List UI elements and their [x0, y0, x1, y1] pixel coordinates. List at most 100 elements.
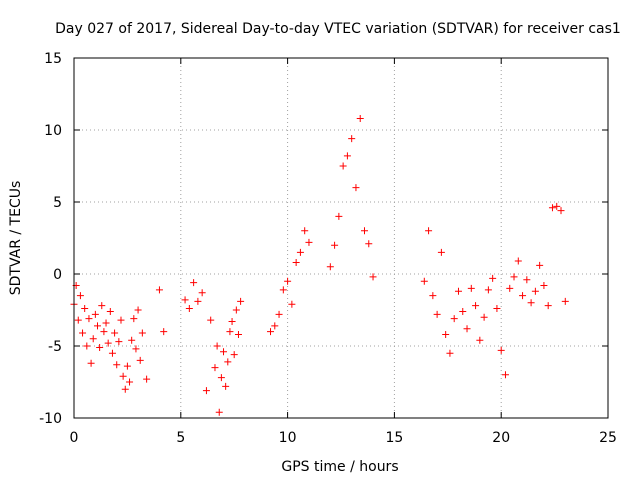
data-point	[194, 297, 202, 305]
data-point	[160, 328, 168, 336]
y-axis-label: SDTVAR / TECUs	[8, 181, 24, 296]
data-point	[207, 316, 215, 324]
data-point	[519, 292, 527, 300]
data-point	[446, 349, 454, 357]
data-point	[476, 336, 484, 344]
data-point	[104, 339, 112, 347]
data-point	[96, 343, 104, 351]
data-point	[429, 292, 437, 300]
data-point	[185, 305, 193, 313]
data-point	[113, 361, 121, 369]
y-tick-label: -5	[48, 339, 62, 355]
x-axis-label: GPS time / hours	[281, 459, 398, 475]
data-point	[433, 310, 441, 318]
data-point	[134, 306, 142, 314]
data-point	[91, 310, 99, 318]
data-point	[83, 342, 91, 350]
data-point	[472, 302, 480, 310]
data-point	[348, 135, 356, 143]
data-point	[111, 329, 119, 337]
data-point	[220, 348, 228, 356]
data-point	[126, 378, 134, 386]
data-point	[540, 282, 548, 290]
axis-ticks: 0 5 10 15 20 25 -10 -5 0 5 10 15	[39, 51, 617, 446]
data-point	[224, 358, 232, 366]
data-point	[228, 318, 236, 326]
data-point	[98, 302, 106, 310]
data-point	[506, 284, 514, 292]
data-point	[548, 204, 556, 212]
data-point	[215, 408, 223, 416]
data-point	[459, 307, 467, 315]
x-tick-label: 15	[385, 430, 403, 446]
data-point	[553, 202, 561, 210]
data-point	[100, 328, 108, 336]
grid-lines	[74, 58, 608, 418]
data-point	[523, 276, 531, 284]
data-point	[76, 292, 84, 300]
data-point	[132, 345, 140, 353]
data-point	[335, 212, 343, 220]
y-tick-label: -10	[39, 411, 62, 427]
data-point	[497, 346, 505, 354]
data-point	[190, 279, 198, 287]
data-point	[128, 336, 136, 344]
data-point	[87, 359, 95, 367]
data-point	[226, 328, 234, 336]
data-point	[450, 315, 458, 323]
data-point	[85, 315, 93, 323]
data-point	[138, 329, 146, 337]
data-point	[230, 351, 238, 359]
data-point	[279, 286, 287, 294]
data-point	[514, 257, 522, 265]
data-point	[442, 330, 450, 338]
data-point	[331, 241, 339, 249]
data-point	[74, 316, 82, 324]
data-point	[136, 356, 144, 364]
y-tick-label: 0	[53, 267, 62, 283]
data-point	[237, 297, 245, 305]
data-point	[501, 371, 509, 379]
data-point	[89, 335, 97, 343]
data-point	[484, 286, 492, 294]
data-point	[536, 261, 544, 269]
data-point	[117, 316, 125, 324]
data-point	[198, 289, 206, 297]
data-point	[155, 286, 163, 294]
x-tick-label: 25	[599, 430, 617, 446]
x-tick-label: 20	[492, 430, 510, 446]
data-point	[288, 300, 296, 308]
y-tick-label: 5	[53, 195, 62, 211]
x-tick-label: 0	[70, 430, 79, 446]
data-point	[425, 227, 433, 235]
data-point	[369, 273, 377, 281]
data-point	[437, 248, 445, 256]
data-point	[420, 277, 428, 285]
data-point	[489, 274, 497, 282]
plot-frame	[73, 57, 609, 419]
data-point	[561, 297, 569, 305]
data-point	[296, 248, 304, 256]
data-point	[463, 325, 471, 333]
data-point	[79, 329, 87, 337]
data-point	[467, 284, 475, 292]
data-point	[527, 299, 535, 307]
y-tick-label: 15	[44, 51, 62, 67]
data-point	[305, 238, 313, 246]
data-point	[143, 375, 151, 383]
data-point	[326, 263, 334, 271]
data-point	[130, 315, 138, 323]
data-point	[356, 114, 364, 122]
data-point	[234, 330, 242, 338]
data-point	[360, 227, 368, 235]
data-point	[202, 387, 210, 395]
data-points	[70, 114, 569, 416]
data-point	[510, 273, 518, 281]
data-point	[211, 364, 219, 372]
data-point	[301, 227, 309, 235]
data-point	[106, 307, 114, 315]
data-point	[284, 277, 292, 285]
data-point	[121, 385, 129, 393]
data-point	[454, 287, 462, 295]
